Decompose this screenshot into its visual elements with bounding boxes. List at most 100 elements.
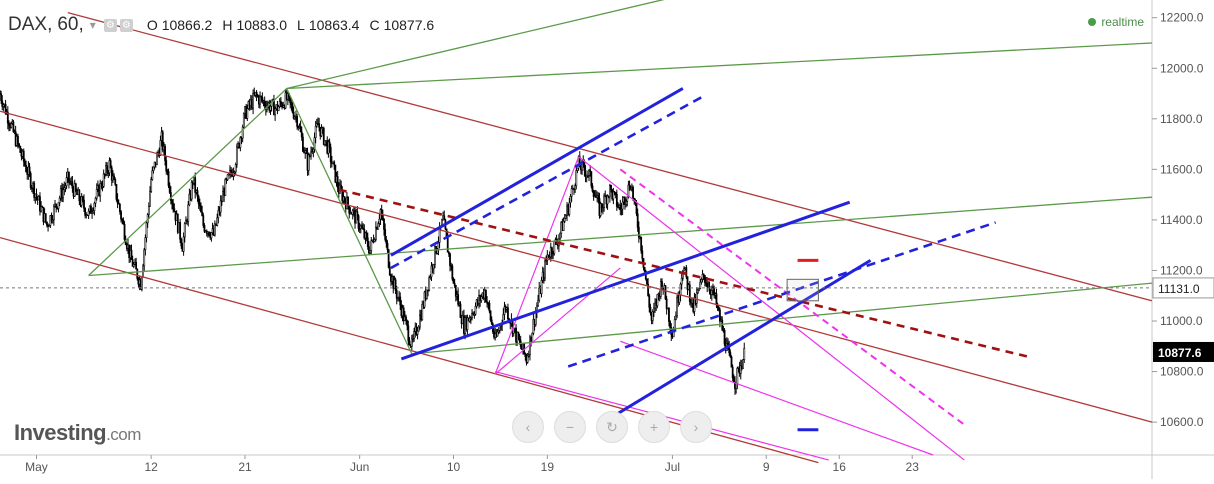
candle-body bbox=[620, 208, 623, 211]
red-channel-line[interactable] bbox=[67, 12, 1153, 302]
candle-body bbox=[614, 192, 617, 195]
green-fan-line[interactable] bbox=[411, 282, 1153, 355]
magenta-line[interactable] bbox=[494, 267, 621, 375]
candle-body bbox=[732, 377, 735, 383]
candle-body bbox=[187, 204, 190, 222]
magenta-line[interactable] bbox=[620, 340, 934, 456]
candle-body bbox=[635, 202, 638, 215]
blue-channel-line[interactable] bbox=[598, 259, 872, 426]
candle-body bbox=[118, 203, 121, 212]
candle-body bbox=[355, 211, 358, 224]
settings-icon[interactable]: ⚙ bbox=[103, 18, 117, 32]
green-fan-line[interactable] bbox=[88, 87, 288, 277]
candle-body bbox=[115, 184, 118, 200]
magenta-line[interactable] bbox=[578, 156, 965, 461]
y-tick-label: 11000.0 bbox=[1160, 314, 1203, 328]
blue-channel-line[interactable] bbox=[400, 200, 851, 361]
candle-body bbox=[592, 190, 595, 197]
symbol-separator: , bbox=[47, 14, 53, 35]
candle-body bbox=[135, 261, 138, 270]
candle-body bbox=[705, 282, 707, 284]
low-label: L bbox=[297, 17, 305, 33]
candle-body bbox=[278, 100, 281, 107]
candle-body bbox=[113, 175, 115, 180]
candle-body bbox=[6, 111, 9, 124]
candle-body bbox=[74, 183, 77, 191]
x-tick-label: May bbox=[25, 460, 48, 474]
blue-dashed-line[interactable] bbox=[567, 221, 997, 368]
candle-body bbox=[311, 151, 314, 154]
candle-body bbox=[333, 161, 336, 166]
candle-body bbox=[395, 290, 398, 299]
candle-body bbox=[679, 283, 682, 296]
high-label: H bbox=[222, 17, 233, 33]
candle-body bbox=[430, 265, 433, 278]
logo-main: Investing bbox=[14, 420, 107, 445]
selection-box[interactable] bbox=[786, 278, 819, 302]
green-fan-line[interactable] bbox=[286, 88, 413, 355]
candle-body bbox=[408, 340, 411, 346]
reset-button[interactable]: ↻ bbox=[596, 411, 628, 443]
dashed-red-trendline[interactable] bbox=[338, 188, 1028, 358]
green-fan-line[interactable] bbox=[88, 196, 1153, 277]
candle-body bbox=[194, 177, 197, 193]
green-fan-line[interactable] bbox=[286, 42, 1153, 90]
x-tick-label: Jul bbox=[665, 460, 680, 474]
candle-body bbox=[46, 221, 48, 226]
candle-body bbox=[449, 253, 451, 266]
candle-body bbox=[62, 189, 65, 199]
candle-body bbox=[531, 332, 534, 343]
candle-body bbox=[636, 213, 639, 228]
candle-body bbox=[150, 179, 153, 192]
symbol-name[interactable]: DAX bbox=[8, 14, 48, 35]
green-fan-line[interactable] bbox=[286, 0, 673, 90]
interval-label[interactable]: 60 bbox=[57, 14, 79, 35]
candle-body bbox=[559, 232, 561, 240]
candle-body bbox=[281, 103, 283, 108]
candle-body bbox=[486, 301, 488, 304]
candle-body bbox=[71, 181, 74, 189]
candle-body bbox=[356, 211, 359, 216]
candle-body bbox=[106, 165, 109, 173]
candle-body bbox=[575, 170, 578, 187]
candle-body bbox=[92, 210, 95, 213]
candle-body bbox=[648, 295, 651, 308]
scroll-left-button[interactable]: ‹ bbox=[512, 411, 544, 443]
candle-body bbox=[451, 265, 454, 280]
candle-body bbox=[226, 174, 229, 180]
gear-icon[interactable]: ⚙ bbox=[119, 18, 133, 32]
candle-body bbox=[328, 141, 331, 148]
blue-channel-line[interactable] bbox=[390, 87, 684, 257]
candle-body bbox=[673, 319, 676, 330]
candle-body bbox=[640, 236, 643, 252]
zoom-out-button[interactable]: − bbox=[554, 411, 586, 443]
scroll-right-button[interactable]: › bbox=[680, 411, 712, 443]
candle-body bbox=[336, 176, 339, 188]
candle-body bbox=[334, 164, 337, 183]
candle-body bbox=[307, 154, 310, 171]
candle-body bbox=[637, 227, 640, 238]
candle-body bbox=[377, 223, 380, 230]
candle-body bbox=[145, 222, 148, 238]
candle-body bbox=[196, 190, 199, 197]
y-tick-label: 12000.0 bbox=[1160, 61, 1204, 75]
candle-body bbox=[227, 173, 230, 176]
candle-body bbox=[201, 211, 204, 216]
candle-body bbox=[526, 355, 529, 363]
candle-body bbox=[730, 356, 733, 368]
red-channel-line[interactable] bbox=[0, 110, 1153, 423]
chevron-down-icon[interactable]: ▾ bbox=[89, 18, 96, 32]
candle-body bbox=[473, 313, 476, 316]
candle-body bbox=[661, 281, 663, 289]
candle-body bbox=[164, 146, 166, 161]
candle-body bbox=[168, 185, 171, 193]
candle-body bbox=[185, 220, 187, 225]
open-value: 10866.2 bbox=[161, 17, 213, 33]
candle-body bbox=[410, 338, 413, 347]
candle-body bbox=[629, 188, 632, 191]
zoom-in-button[interactable]: + bbox=[638, 411, 670, 443]
candle-body bbox=[35, 193, 38, 198]
magenta-line[interactable] bbox=[494, 156, 580, 375]
